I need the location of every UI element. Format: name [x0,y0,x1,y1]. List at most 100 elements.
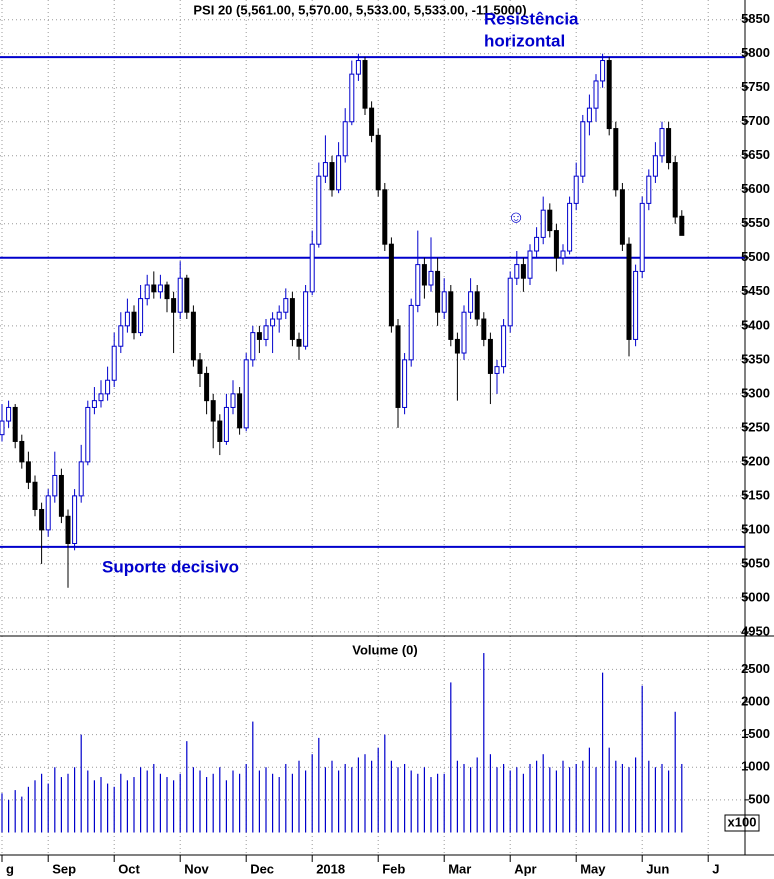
x-tick-label: Mar [448,861,471,876]
volume-bar [166,777,168,833]
volume-bar [27,786,29,833]
candle-body [12,406,18,442]
y-tick-label: 5550 [741,215,770,230]
candle-body [468,291,474,313]
candle-body [474,291,480,320]
volume-bar [489,754,491,833]
candle-body [58,474,64,517]
volume-bar [529,763,531,833]
volume-bar [430,777,432,833]
volume-bar [60,777,62,833]
candle-body [164,284,170,300]
volume-bar [305,770,307,833]
volume-bar [344,763,346,833]
volume-bar [648,760,650,833]
candle-body [32,481,38,510]
candle-body [6,406,12,422]
candle-body [382,189,388,245]
volume-bar [351,767,353,833]
volume-bar [206,777,208,833]
volume-bar [575,763,577,833]
candle-body [355,60,361,75]
volume-bar [654,767,656,833]
volume-bar [100,777,102,833]
candle-body [501,325,507,368]
annotation: horizontal [484,31,565,50]
volume-bar [93,780,95,833]
unit-box [724,814,760,832]
volume-bar [628,767,630,833]
candle-body [534,236,540,252]
unit-label: x100 [728,814,757,829]
volume-bar [225,780,227,833]
volume-bar [357,757,359,833]
volume-bar [291,773,293,833]
candle-body [144,284,150,300]
volume-bar [232,770,234,833]
candle-body [303,291,309,347]
volume-bar [588,747,590,833]
candle-body [210,400,216,422]
volume-bar [186,741,188,833]
volume-bar [80,734,82,833]
candle-body [217,420,223,442]
candle-body [415,264,421,306]
candle-body [481,318,487,340]
candle-body [666,128,672,164]
candle-body [177,277,183,313]
candle-body [190,311,196,361]
volume-bar [476,757,478,833]
volume-bar [245,763,247,833]
volume-bar [41,773,43,833]
volume-bar [153,763,155,833]
volume-bar [173,780,175,833]
candle-body [679,215,685,236]
candle-body [514,264,520,279]
volume-bar [496,767,498,833]
volume-bar [74,767,76,833]
volume-bar [377,747,379,833]
volume-bar [8,799,10,833]
volume-bar [423,767,425,833]
volume-bar [522,773,524,833]
candle-body [408,304,414,361]
x-tick-label: Feb [382,861,405,876]
volume-bar [569,767,571,833]
candle-body [263,325,269,340]
volume-bar [331,760,333,833]
candle-body [52,474,58,497]
volume-bar [146,770,148,833]
candle-body [639,202,645,272]
volume-bar [54,767,56,833]
volume-bar [272,773,274,833]
volume-bar [397,767,399,833]
candle-body [633,270,639,340]
volume-bar [516,767,518,833]
volume-bar [311,754,313,833]
volume-bar [542,754,544,833]
candle-body [369,107,375,136]
volume-title: Volume (0) [352,642,418,657]
candle-body [593,80,599,109]
candle-body [613,128,619,191]
y-tick-label: 5300 [741,385,770,400]
y-tick-label: 1500 [741,726,770,741]
volume-bar [536,760,538,833]
candle-body [151,284,157,293]
candle-body [118,325,124,347]
volume-bar [126,780,128,833]
candle-body [329,162,335,191]
volume-bar [608,747,610,833]
candle-body [619,189,625,245]
volume-bar [1,793,3,833]
volume-bar [549,767,551,833]
candle-body [342,121,348,157]
volume-bar [34,780,36,833]
candle-body [171,298,177,313]
x-tick-label: 2018 [316,861,345,876]
candle-body [388,243,394,327]
volume-bar [219,767,221,833]
volume-bar [503,763,505,833]
volume-bar [582,760,584,833]
